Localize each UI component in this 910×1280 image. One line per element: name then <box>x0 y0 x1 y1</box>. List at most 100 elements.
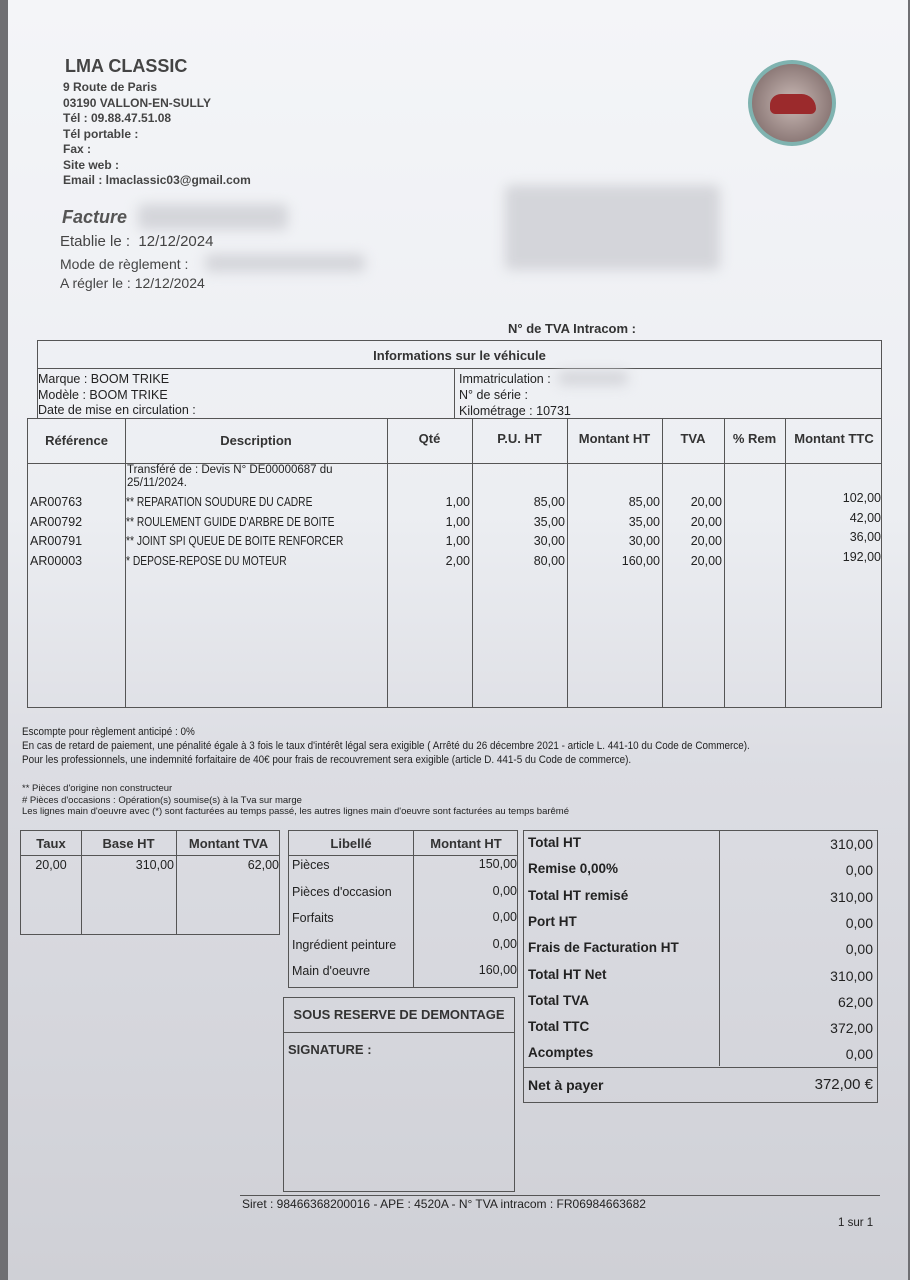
item-ref: AR00791 <box>30 534 83 548</box>
header-unit-price: P.U. HT <box>497 431 542 446</box>
legend-2: # Pièces d'occasions : Opération(s) soum… <box>22 794 302 806</box>
mobile: Tél portable : <box>63 126 139 141</box>
total-value: 0,00 <box>845 941 873 958</box>
total-label: Acomptes <box>528 1045 594 1061</box>
email: Email : lmaclassic03@gmail.com <box>63 173 251 187</box>
breakdown-label: Ingrédient peinture <box>292 937 397 952</box>
breakdown-value: 0,00 <box>492 883 517 898</box>
item-ttc: 36,00 <box>849 530 881 544</box>
total-label: Port HT <box>528 913 577 929</box>
breakdown-value: 150,00 <box>478 857 517 871</box>
item-ht: 35,00 <box>628 514 660 529</box>
item-desc: ** REPARATION SOUDURE DU CADRE <box>126 495 313 509</box>
header-discount: % Rem <box>732 431 777 446</box>
item-pu: 85,00 <box>533 495 565 509</box>
website: Site web : <box>63 157 120 172</box>
total-label: Remise 0,00% <box>528 861 619 877</box>
item-tva: 20,00 <box>690 553 722 568</box>
header-reference: Référence <box>45 433 108 448</box>
payment-mode-label: Mode de règlement : <box>60 256 189 272</box>
item-qty: 2,00 <box>445 553 470 568</box>
breakdown-header-amount: Montant HT <box>430 836 502 851</box>
due-value: 12/12/2024 <box>134 275 205 291</box>
breakdown-value: 160,00 <box>478 963 517 977</box>
total-value: 310,00 <box>830 967 873 984</box>
fax: Fax : <box>63 142 92 156</box>
header-qty: Qté <box>418 431 441 446</box>
total-label: Total HT <box>528 835 581 850</box>
breakdown-label: Pièces d'occasion <box>292 884 392 899</box>
item-ref: AR00003 <box>30 553 83 568</box>
item-qty: 1,00 <box>445 514 470 529</box>
established-value: 12/12/2024 <box>138 233 214 250</box>
item-ttc: 102,00 <box>842 491 881 505</box>
total-value: 310,00 <box>830 888 873 905</box>
item-ttc: 192,00 <box>842 549 881 564</box>
vehicle-brand: Marque : BOOM TRIKE <box>38 372 170 386</box>
header-amount-ht: Montant HT <box>578 431 651 446</box>
item-ht: 85,00 <box>628 495 660 509</box>
vehicle-first-registration: Date de mise en circulation : <box>38 403 196 417</box>
total-label: Total TTC <box>528 1019 590 1035</box>
due-label: A régler le : <box>60 275 131 291</box>
discount-note: Escompte pour règlement anticipé : 0% <box>22 726 195 738</box>
late-penalty-note: En cas de retard de paiement, une pénali… <box>22 740 750 752</box>
item-pu: 80,00 <box>533 553 565 568</box>
transfer-note-line-2: 25/11/2024. <box>127 477 187 489</box>
vat-header-base: Base HT <box>102 836 155 851</box>
redacted-registration <box>558 371 628 385</box>
item-tva: 20,00 <box>690 514 722 529</box>
due-date: A régler le : 12/12/2024 <box>60 275 205 291</box>
breakdown-table: Libellé Montant HT Pièces 150,00 Pièces d'… <box>288 830 518 988</box>
vehicle-serial: N° de série : <box>459 388 528 402</box>
total-label: Total HT Net <box>528 966 607 982</box>
redacted-client-address <box>505 185 720 270</box>
redacted-payment-mode <box>205 254 365 272</box>
item-qty: 1,00 <box>445 495 470 509</box>
net-to-pay-value: 372,00 € <box>814 1076 873 1093</box>
item-ttc: 42,00 <box>849 510 881 525</box>
item-ref: AR00792 <box>30 514 83 529</box>
established-date: Etablie le : 12/12/2024 <box>60 233 213 250</box>
vehicle-mileage: Kilométrage : 10731 <box>459 404 571 418</box>
total-label: Frais de Facturation HT <box>528 940 679 956</box>
breakdown-value: 0,00 <box>492 936 517 951</box>
item-ht: 30,00 <box>628 534 660 548</box>
footer-legal: Siret : 98466368200016 - APE : 4520A - N… <box>242 1197 646 1211</box>
total-value: 372,00 <box>830 1020 873 1037</box>
breakdown-value: 0,00 <box>492 910 517 924</box>
item-tva: 20,00 <box>690 534 722 548</box>
company-name: LMA CLASSIC <box>65 56 188 76</box>
signature-label[interactable]: SIGNATURE : <box>288 1042 372 1057</box>
total-value: 0,00 <box>845 914 873 931</box>
legend-notes: ** Pièces d'origine non constructeur # P… <box>22 783 569 818</box>
address-line-2: 03190 VALLON-EN-SULLY <box>63 95 212 110</box>
item-pu: 30,00 <box>533 534 565 548</box>
item-desc: * DEPOSE-REPOSE DU MOTEUR <box>126 553 287 568</box>
totals-table: Total HT 310,00 Remise 0,00% 0,00 Total HT r… <box>523 830 878 1103</box>
total-value: 0,00 <box>845 862 873 879</box>
address-line-1: 9 Route de Paris <box>63 80 158 94</box>
vat-rate: 20,00 <box>35 858 67 872</box>
reserve-title: SOUS RESERVE DE DEMONTAGE <box>293 1007 505 1022</box>
footer-divider <box>240 1195 880 1196</box>
transfer-note-line-1: Transféré de : Devis N° DE00000687 du <box>127 464 333 476</box>
professional-fee-note: Pour les professionnels, une indemnité f… <box>22 754 632 766</box>
total-label: Total TVA <box>528 992 589 1008</box>
total-label: Total HT remisé <box>528 887 629 903</box>
reserve-signature-box: SOUS RESERVE DE DEMONTAGE SIGNATURE : <box>283 997 515 1192</box>
total-value: 310,00 <box>830 836 873 852</box>
vehicle-info-box: Informations sur le véhicule Marque : BO… <box>37 340 882 419</box>
breakdown-label: Main d'oeuvre <box>292 964 371 978</box>
item-tva: 20,00 <box>690 495 722 509</box>
vat-header-amount: Montant TVA <box>188 836 269 851</box>
payment-terms: Escompte pour règlement anticipé : 0% En… <box>22 725 902 767</box>
total-value: 62,00 <box>837 993 873 1010</box>
vat-amount: 62,00 <box>247 858 279 872</box>
established-label: Etablie le : <box>60 233 131 250</box>
net-to-pay-label: Net à payer <box>528 1077 604 1093</box>
items-table: Référence Description Qté P.U. HT Montan… <box>27 418 882 708</box>
breakdown-label: Pièces <box>292 858 330 872</box>
vehicle-model: Modèle : BOOM TRIKE <box>38 387 168 402</box>
item-desc: ** ROULEMENT GUIDE D'ARBRE DE BOITE <box>126 514 335 529</box>
